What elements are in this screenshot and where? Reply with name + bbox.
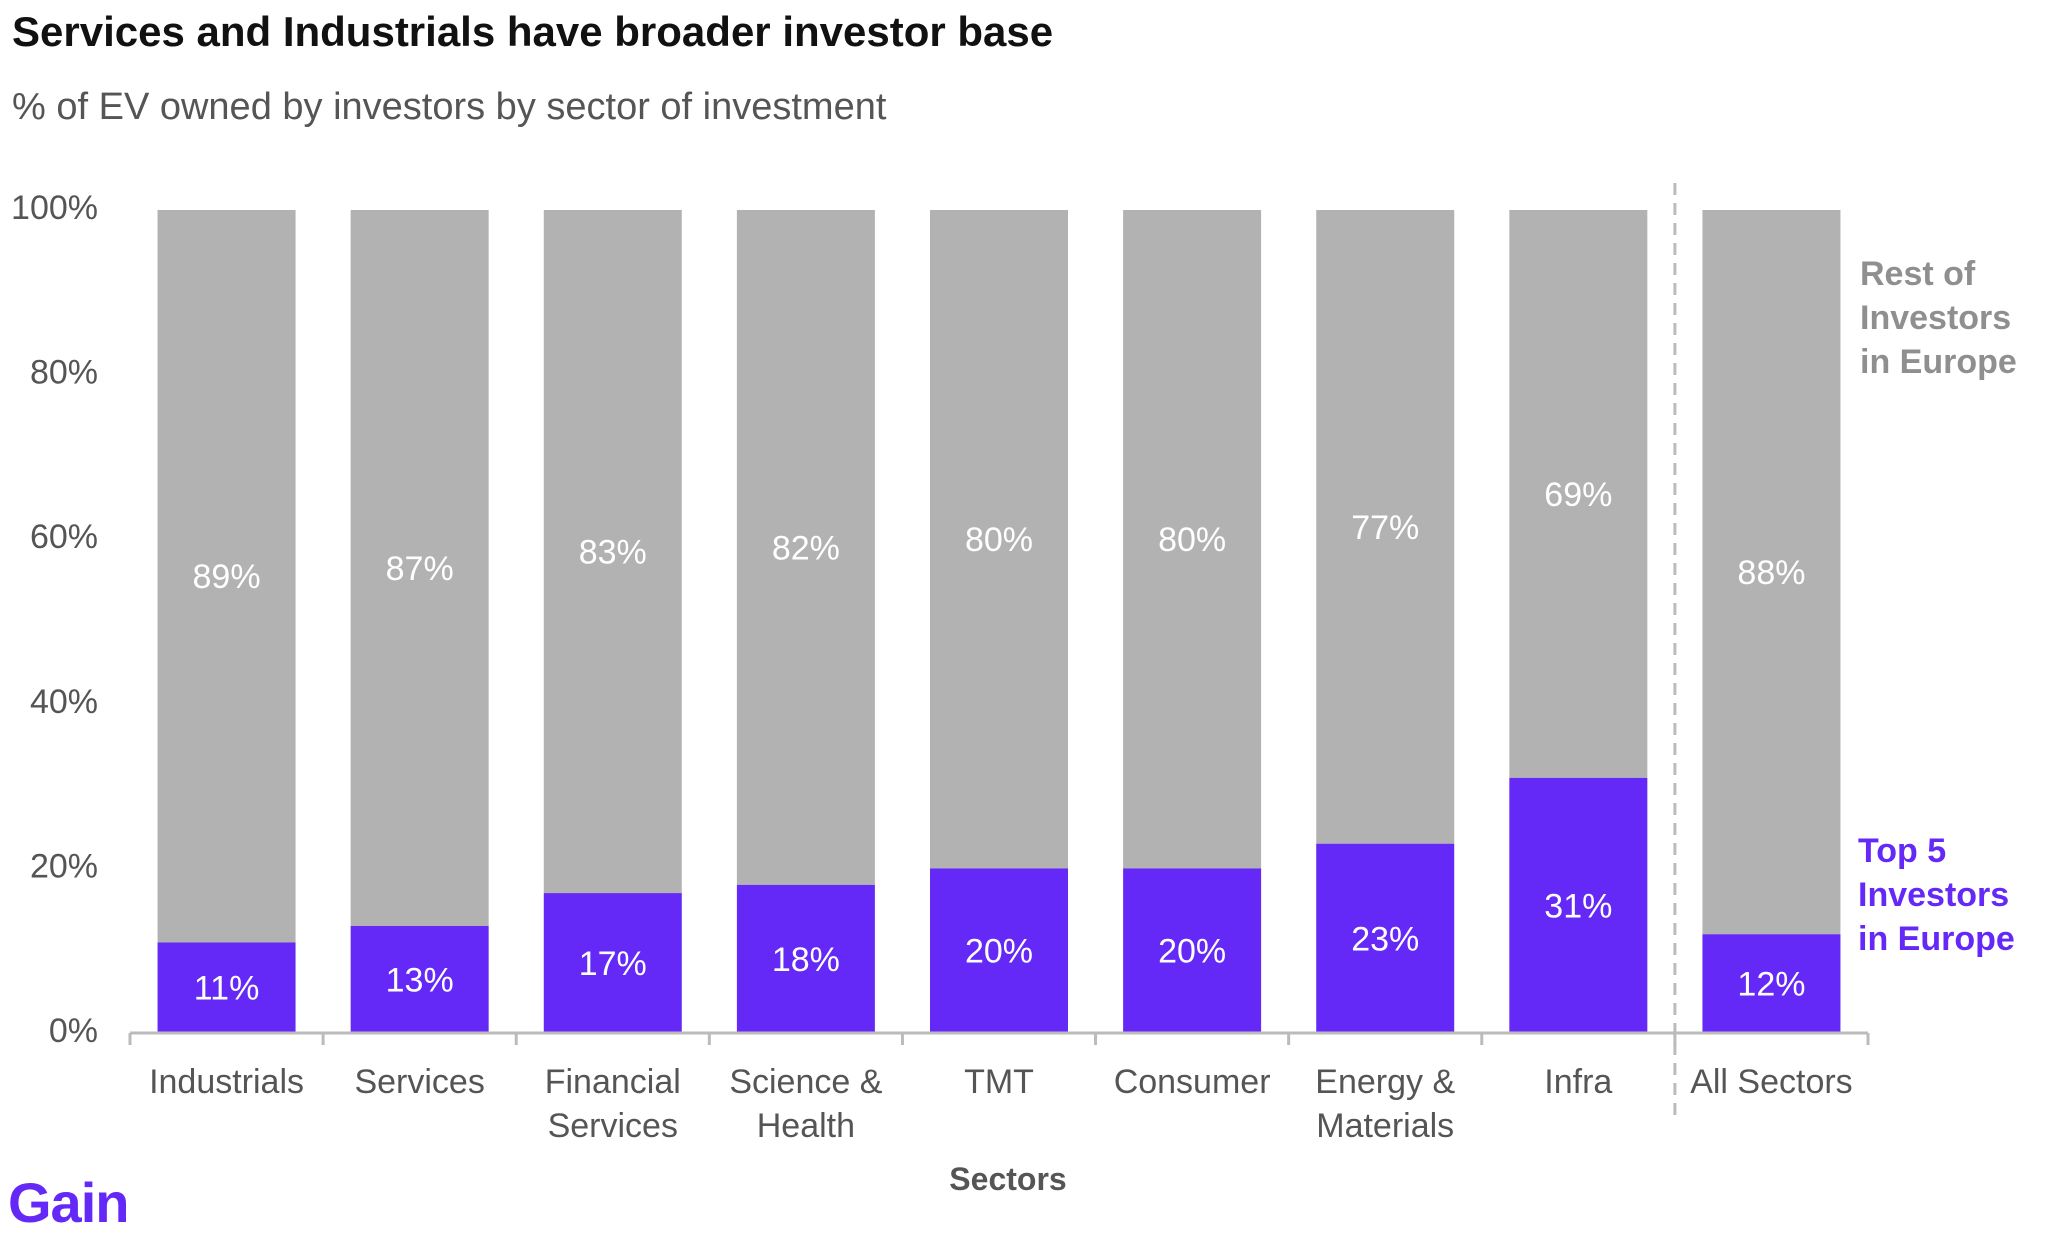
x-tick-label: Services <box>354 1063 484 1101</box>
x-tick-label: TMT <box>964 1063 1034 1101</box>
bar-rest-of-investors <box>736 210 875 885</box>
data-label-top-5: 20% <box>1158 933 1226 971</box>
chart-subtitle: % of EV owned by investors by sector of … <box>12 86 887 128</box>
x-tick-label: Financial <box>545 1063 681 1101</box>
bar-rest-of-investors <box>930 210 1068 869</box>
bar-top-5-investors <box>543 893 682 1033</box>
data-label-rest: 77% <box>1351 509 1419 547</box>
gain-logo: Gain <box>8 1171 129 1234</box>
bar-top-5-investors <box>350 926 489 1033</box>
legend-rest-of-investors: Investors <box>1860 299 2011 337</box>
legend-top-5-investors: in Europe <box>1858 920 2015 958</box>
bar-rest-of-investors <box>350 210 489 927</box>
bar-rest-of-investors <box>1509 210 1648 778</box>
bar-rest-of-investors <box>1702 210 1841 935</box>
bar-top-5-investors <box>736 884 875 1033</box>
x-tick-label: Infra <box>1544 1063 1612 1101</box>
data-label-rest: 80% <box>1158 521 1226 559</box>
chart-title: Services and Industrials have broader in… <box>12 8 1054 55</box>
data-label-top-5: 11% <box>194 970 260 1008</box>
data-label-top-5: 20% <box>965 933 1033 971</box>
legend-rest-of-investors: Rest of <box>1860 255 1976 293</box>
x-tick-label: Consumer <box>1114 1063 1271 1101</box>
y-tick-label: 100% <box>11 189 98 227</box>
x-tick-label: Services <box>548 1107 678 1145</box>
data-label-rest: 89% <box>193 558 261 596</box>
data-label-top-5: 31% <box>1544 887 1612 925</box>
data-label-rest: 69% <box>1544 476 1612 514</box>
x-tick-label: Science & <box>729 1063 882 1101</box>
bar-top-5-investors <box>930 868 1068 1033</box>
x-tick-label: Health <box>757 1107 855 1145</box>
bar-rest-of-investors <box>543 210 682 894</box>
bar-rest-of-investors <box>1123 210 1262 869</box>
data-label-rest: 87% <box>386 550 454 588</box>
y-axis: 0% 20% 40% 60% 80% 100% <box>11 189 98 1050</box>
legend-top-5-investors: Top 5 <box>1858 832 1946 870</box>
bar-top-5-investors <box>1123 868 1262 1033</box>
data-label-rest: 82% <box>772 529 840 567</box>
bar-top-5-investors <box>1316 843 1455 1033</box>
x-tick-label: Industrials <box>149 1063 304 1101</box>
bar-top-5-investors <box>1702 934 1841 1033</box>
legend-top-5-investors: Investors <box>1858 876 2009 914</box>
data-label-top-5: 13% <box>386 962 454 1000</box>
legend: Rest of Investors in Europe Top 5 Investors i… <box>1858 255 2017 958</box>
legend-rest-of-investors: in Europe <box>1860 343 2017 381</box>
bar-rest-of-investors <box>1316 210 1455 844</box>
data-label-rest: 88% <box>1737 554 1805 592</box>
x-axis-title: Sectors <box>949 1161 1066 1197</box>
y-tick-label: 60% <box>30 518 98 556</box>
bar-rest-of-investors <box>157 210 296 943</box>
data-label-top-5: 12% <box>1737 966 1805 1004</box>
bar-top-5-investors <box>157 942 296 1033</box>
x-tick-labels: Industrials Services Financial Services Scie… <box>149 1063 1853 1197</box>
data-label-top-5: 17% <box>579 945 647 983</box>
x-tick-label: Materials <box>1316 1107 1454 1145</box>
y-tick-label: 40% <box>30 683 98 721</box>
data-label-top-5: 23% <box>1351 920 1419 958</box>
y-tick-label: 20% <box>30 847 98 885</box>
data-label-rest: 80% <box>965 521 1033 559</box>
x-axis <box>128 183 1870 1118</box>
y-tick-label: 80% <box>30 354 98 392</box>
data-label-rest: 83% <box>579 534 647 572</box>
x-tick-label: All Sectors <box>1690 1063 1853 1101</box>
x-tick-label: Energy & <box>1315 1063 1455 1101</box>
bar-top-5-investors <box>1509 777 1648 1033</box>
y-tick-label: 0% <box>49 1012 98 1050</box>
data-label-top-5: 18% <box>772 941 840 979</box>
bars-group: 11% 89% 13% 87% 17% 83% 18% 82% 20% 80% 20% 80% 23% 7… <box>157 210 1841 1033</box>
